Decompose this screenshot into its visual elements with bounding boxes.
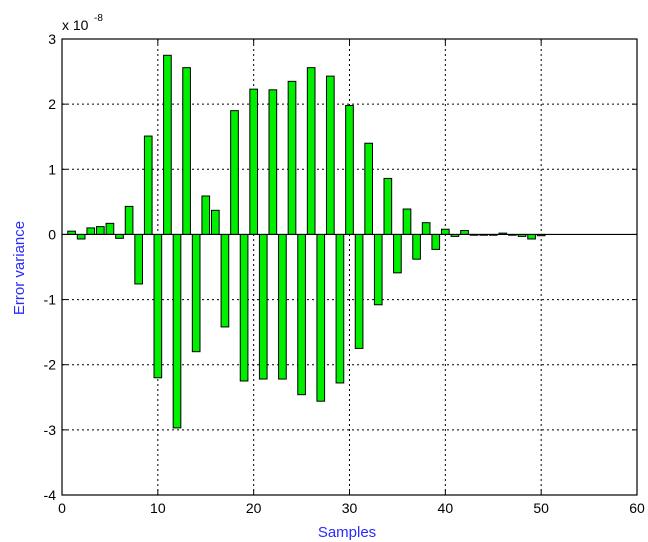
bar	[441, 228, 450, 235]
y-tick-label: -3	[44, 422, 57, 438]
y-tick-label: -2	[44, 357, 57, 373]
y-tick-label: 3	[48, 31, 56, 47]
bar	[211, 209, 220, 235]
bar	[268, 89, 278, 235]
y-tick-label: -1	[44, 292, 57, 308]
bar	[153, 233, 163, 379]
bar	[86, 227, 96, 235]
y-tick-label: -4	[44, 487, 57, 503]
bar	[345, 104, 354, 235]
bar	[373, 233, 383, 306]
x-tick-label: 30	[342, 500, 358, 516]
bar	[326, 75, 335, 235]
bar	[105, 222, 115, 235]
bar	[354, 233, 364, 349]
tick-labels: 0 10 20 30 40 50 60 -4 -3 -2 -1 0 1 2 3	[44, 31, 645, 516]
bar	[134, 233, 144, 285]
y-axis-label: Error variance	[11, 221, 28, 315]
y-tick-label: 0	[48, 226, 56, 242]
bar	[306, 67, 316, 235]
bar	[287, 80, 297, 235]
bar	[527, 233, 536, 240]
x-axis-label: Samples	[318, 524, 376, 541]
bar	[335, 233, 345, 384]
bar	[143, 135, 153, 235]
x-tick-label: 50	[533, 500, 549, 516]
bar	[124, 205, 134, 235]
y-scale-multiplier: x 10	[62, 17, 89, 33]
bar	[172, 233, 182, 429]
bar	[230, 110, 239, 235]
bar	[76, 233, 86, 240]
bar	[297, 233, 306, 396]
bar	[421, 222, 431, 235]
bar	[402, 208, 412, 235]
y-tick-label: 2	[48, 96, 56, 112]
y-tick-label: 1	[48, 161, 56, 177]
bar	[412, 233, 421, 260]
bar	[316, 233, 326, 402]
bar	[220, 233, 230, 328]
x-tick-label: 20	[246, 500, 262, 516]
bar	[383, 177, 393, 235]
bar	[201, 195, 211, 235]
x-tick-label: 0	[58, 500, 66, 516]
axes	[61, 38, 638, 496]
y-scale-exponent: -8	[94, 13, 103, 24]
bar	[191, 233, 201, 353]
bar	[278, 233, 287, 380]
bar	[182, 67, 191, 235]
bar	[431, 233, 441, 250]
bar	[249, 88, 259, 235]
bar	[163, 54, 172, 235]
bar	[96, 226, 105, 235]
bar	[393, 233, 402, 274]
x-tick-label: 10	[150, 500, 166, 516]
bar	[258, 233, 268, 380]
bar	[239, 233, 249, 382]
x-tick-label: 60	[629, 500, 645, 516]
x-tick-label: 40	[438, 500, 454, 516]
bar	[364, 142, 373, 235]
